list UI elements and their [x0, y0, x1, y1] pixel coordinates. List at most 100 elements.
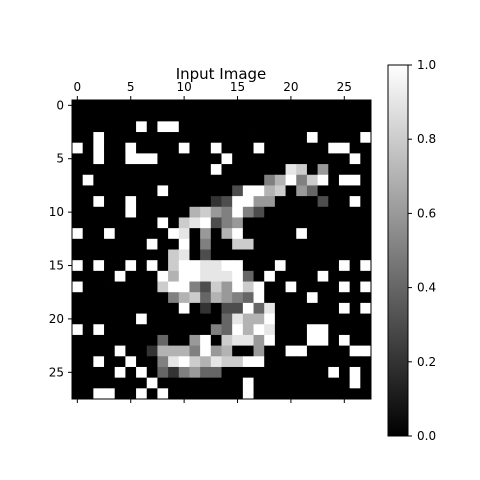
heatmap-cell [157, 121, 169, 133]
heatmap-cell [168, 260, 180, 272]
heatmap-cell [200, 377, 212, 389]
heatmap-cell [264, 388, 276, 400]
heatmap-cell [200, 174, 212, 186]
heatmap-cell [93, 196, 105, 208]
heatmap-cell [242, 313, 254, 325]
heatmap-cell [200, 142, 212, 154]
heatmap-cell [146, 292, 158, 304]
heatmap-cell [146, 345, 158, 357]
heatmap-cell [296, 292, 308, 304]
heatmap-cell [189, 100, 201, 112]
heatmap-cell [328, 281, 340, 293]
heatmap-cell [82, 217, 94, 229]
heatmap-cell [317, 292, 329, 304]
heatmap-cell [178, 302, 190, 314]
heatmap-cell [189, 345, 201, 357]
heatmap-cell [274, 174, 286, 186]
heatmap-cell [72, 153, 84, 165]
heatmap-cell [125, 270, 137, 282]
y-tick-label: 15 [49, 259, 64, 273]
heatmap-cell [232, 260, 244, 272]
heatmap-cell [157, 366, 169, 379]
heatmap-cell [360, 185, 372, 197]
heatmap-cell [328, 196, 340, 208]
y-tick-label: 10 [49, 205, 64, 219]
heatmap-cell [253, 377, 265, 389]
heatmap-cell [114, 206, 126, 218]
heatmap-cell [264, 228, 276, 240]
heatmap-cell [168, 324, 180, 336]
heatmap-cell [306, 281, 319, 293]
heatmap-cell [264, 302, 276, 314]
heatmap-cell [274, 356, 286, 368]
heatmap-cell [146, 153, 158, 165]
heatmap-cell [72, 174, 84, 186]
heatmap-cell [82, 238, 94, 250]
heatmap-cell [157, 238, 169, 250]
heatmap-cell [82, 185, 94, 197]
heatmap-cell [125, 100, 137, 112]
heatmap-cell [338, 324, 351, 336]
heatmap-cell [296, 217, 308, 229]
heatmap-cell [146, 206, 158, 218]
heatmap-cell [274, 281, 286, 293]
heatmap-cell [178, 313, 190, 325]
heatmap-cell [264, 324, 276, 336]
heatmap-cell [306, 132, 319, 144]
heatmap-cell [72, 196, 84, 208]
heatmap-cell [104, 249, 116, 261]
heatmap-cell [72, 313, 84, 325]
heatmap-cell [306, 249, 319, 261]
heatmap-cell [360, 260, 372, 272]
heatmap-cell [264, 356, 276, 368]
heatmap-cell [232, 110, 244, 122]
heatmap-cell [210, 196, 222, 208]
heatmap-cell [146, 281, 158, 293]
heatmap-cell [178, 164, 190, 176]
heatmap-cell [125, 302, 137, 314]
heatmap-cell [200, 164, 212, 176]
heatmap-cell [221, 206, 233, 218]
heatmap-cell [168, 100, 180, 112]
heatmap-cell [296, 366, 308, 379]
heatmap-cell [114, 100, 126, 112]
heatmap-cell [274, 164, 286, 176]
heatmap-cell [136, 366, 148, 379]
heatmap-cell [253, 196, 265, 208]
heatmap-cell [328, 228, 340, 240]
heatmap-cell [338, 217, 351, 229]
heatmap-cell [125, 366, 137, 379]
heatmap-cell [328, 164, 340, 176]
heatmap-cell [168, 142, 180, 154]
heatmap-cell [210, 153, 222, 165]
heatmap-cell [349, 132, 361, 144]
heatmap-cell [168, 356, 180, 368]
heatmap-cell [146, 334, 158, 347]
heatmap-cell [104, 217, 116, 229]
heatmap-cell [338, 100, 351, 112]
heatmap-cell [328, 142, 340, 154]
heatmap-cell [178, 281, 190, 293]
heatmap-cell [82, 313, 94, 325]
heatmap-cell [210, 334, 222, 347]
heatmap-cell [253, 260, 265, 272]
heatmap-cell [146, 356, 158, 368]
heatmap-cell [285, 281, 297, 293]
heatmap-cell [189, 121, 201, 133]
heatmap-cell [189, 196, 201, 208]
heatmap-cell [125, 356, 137, 368]
heatmap-cell [349, 228, 361, 240]
heatmap-cell [221, 228, 233, 240]
heatmap-cell [200, 217, 212, 229]
heatmap-cell [264, 110, 276, 122]
heatmap-cell [338, 132, 351, 144]
heatmap-cell [285, 260, 297, 272]
heatmap-cell [242, 164, 254, 176]
heatmap-cell [104, 228, 116, 240]
heatmap-cell [253, 185, 265, 197]
heatmap-cell [178, 132, 190, 144]
heatmap-cell [317, 100, 329, 112]
heatmap-cell [136, 334, 148, 347]
heatmap-cell [82, 366, 94, 379]
heatmap-cell [221, 260, 233, 272]
